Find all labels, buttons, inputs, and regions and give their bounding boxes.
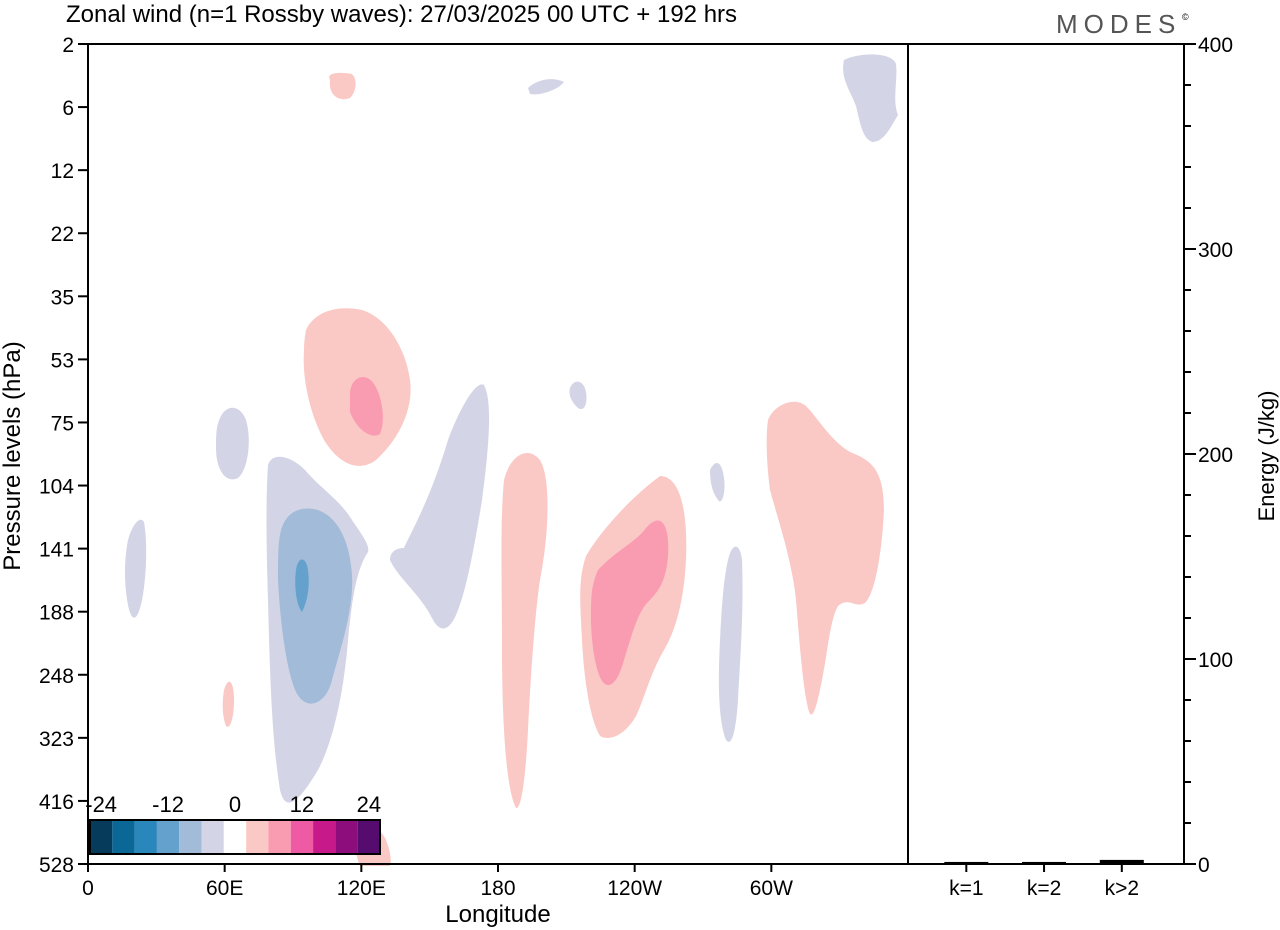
y-tick-label: 104 — [39, 476, 74, 499]
colorbar-swatch — [357, 820, 380, 854]
x-tick-label: 180 — [480, 877, 515, 900]
y-tick-label: 12 — [51, 160, 74, 183]
y-tick-label: 141 — [39, 539, 74, 562]
colorbar-swatch — [112, 820, 135, 854]
energy-bars: k=1 k=2 k>2 — [944, 859, 1144, 900]
energy-bar — [944, 861, 989, 864]
x-axis-title: Longitude — [445, 901, 550, 928]
y-tick-label: 53 — [51, 349, 74, 372]
modes-logo-mark: © — [1182, 12, 1189, 22]
y-tick-label: 75 — [51, 412, 74, 435]
contour-neg-light — [569, 381, 587, 410]
energy-bar — [1022, 861, 1067, 864]
modes-logo: MODES — [1056, 9, 1181, 39]
contour-neg-strong — [295, 559, 309, 612]
colorbar-tick-label: -12 — [152, 792, 184, 817]
colorbar-tick-label: 0 — [229, 792, 241, 817]
contour-neg-light — [718, 546, 743, 742]
pressure-axis: 2 6 12 22 35 53 75 104 141 188 248 323 416 528 — [39, 34, 88, 877]
y-tick-label: 323 — [39, 728, 74, 751]
colorbar-swatch — [201, 820, 224, 854]
colorbar-tick-label: 24 — [357, 792, 381, 817]
contour-neg-light — [125, 519, 147, 618]
y2-tick-label: 100 — [1198, 649, 1233, 672]
contour-pos-light — [501, 452, 548, 809]
x-tick-label: 120E — [337, 877, 386, 900]
energy-category-label: k=2 — [1027, 877, 1061, 900]
colorbar-swatch — [290, 820, 314, 854]
contour-pos-medium — [590, 520, 669, 686]
colorbar-swatch — [335, 820, 358, 854]
colorbar-frame — [89, 819, 381, 855]
y2-axis-title: Energy (J/kg) — [1254, 391, 1279, 522]
energy-bar — [1099, 859, 1144, 864]
y2-tick-label: 0 — [1198, 854, 1210, 877]
contour-field — [125, 54, 898, 866]
y-tick-label: 188 — [39, 602, 74, 625]
y-tick-label: 35 — [51, 286, 74, 309]
contour-pos-medium — [350, 377, 383, 436]
colorbar: -24 -12 0 12 24 — [85, 792, 381, 855]
y-tick-label: 528 — [39, 854, 74, 877]
colorbar-tick-label: 12 — [290, 792, 314, 817]
contour-pos-light — [766, 401, 884, 715]
contour-neg-light — [216, 407, 249, 480]
y-tick-label: 416 — [39, 791, 74, 814]
energy-axis: 0 100 200 300 400 — [1184, 34, 1233, 877]
y-tick-label: 6 — [62, 97, 74, 120]
y-axis-title: Pressure levels (hPa) — [0, 341, 26, 570]
x-tick-label: 60W — [750, 877, 793, 900]
y-tick-label: 22 — [51, 223, 74, 246]
y2-tick-label: 200 — [1198, 444, 1233, 467]
contour-neg-light — [528, 79, 564, 95]
y-tick-label: 248 — [39, 665, 74, 688]
x-tick-label: 60E — [206, 877, 243, 900]
colorbar-swatch — [246, 820, 269, 854]
contour-neg-light — [390, 384, 490, 629]
y2-tick-label: 300 — [1198, 239, 1233, 262]
x-tick-label: 0 — [82, 877, 94, 900]
y2-tick-label: 400 — [1198, 34, 1233, 57]
colorbar-swatch — [223, 820, 247, 854]
chart-title: Zonal wind (n=1 Rossby waves): 27/03/202… — [66, 1, 737, 28]
energy-category-label: k>2 — [1105, 877, 1139, 900]
energy-category-label: k=1 — [949, 877, 983, 900]
contour-neg-medium — [278, 508, 353, 704]
energy-plot-frame — [907, 43, 1185, 865]
contour-neg-light — [843, 54, 898, 142]
colorbar-swatch — [313, 820, 336, 854]
colorbar-tick-label: -24 — [85, 792, 117, 817]
colorbar-swatch — [90, 820, 113, 854]
y-tick-label: 2 — [62, 34, 74, 57]
colorbar-swatch — [156, 820, 180, 854]
contour-pos-light — [329, 72, 356, 100]
contour-neg-light — [710, 463, 725, 502]
colorbar-swatch — [179, 820, 202, 854]
x-tick-label: 120W — [607, 877, 662, 900]
longitude-axis: 0 60E 120E 180 120W 60W — [82, 864, 793, 900]
colorbar-swatch — [134, 820, 157, 854]
colorbar-swatch — [268, 820, 291, 854]
contour-pos-light — [222, 681, 234, 727]
